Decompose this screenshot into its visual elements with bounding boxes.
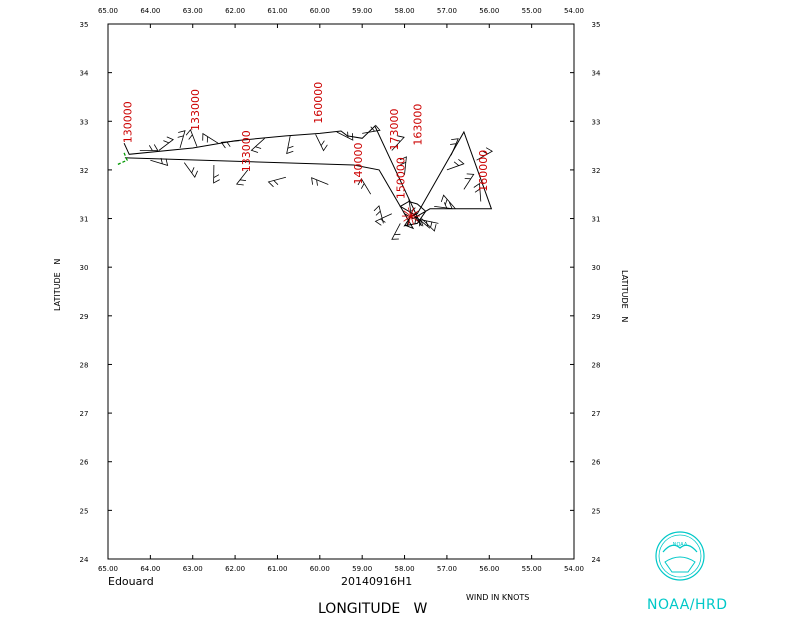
wind-barb <box>415 217 430 228</box>
lat-tick-label-right: 24 <box>592 556 601 564</box>
wind-barb <box>392 223 401 239</box>
wind-barb <box>251 138 264 152</box>
storm-name: Edouard <box>108 575 154 588</box>
lat-tick-label-right: 28 <box>592 361 601 369</box>
lat-tick-label-left: 32 <box>80 167 89 175</box>
wind-barb <box>376 214 392 226</box>
wind-barb <box>312 178 329 186</box>
wind-barb <box>450 139 458 156</box>
wind-barb <box>447 159 464 170</box>
lat-tick-label-left: 33 <box>80 118 89 126</box>
wind-barb <box>221 141 239 148</box>
lon-tick-label-top: 58.00 <box>395 7 415 15</box>
time-label: 173000 <box>388 109 401 151</box>
wind-barb <box>140 144 158 150</box>
time-label: 163000 <box>412 104 425 146</box>
wind-barb <box>203 134 218 144</box>
lon-tick-label-top: 59.00 <box>352 7 372 15</box>
lon-tick-label-bottom: 63.00 <box>183 565 203 573</box>
lat-tick-label-right: 33 <box>592 118 601 126</box>
lat-tick-label-right: 26 <box>592 459 601 467</box>
lat-tick-label-left: 31 <box>80 216 89 224</box>
time-label: 140000 <box>352 143 365 185</box>
lat-tick-label-right: 25 <box>592 507 601 515</box>
lon-tick-label-bottom: 60.00 <box>310 565 330 573</box>
track-line <box>124 126 491 228</box>
lat-tick-label-left: 30 <box>80 264 89 272</box>
y-axis-left-title: LATITUDE N <box>53 259 62 311</box>
lat-tick-label-left: 27 <box>80 410 89 418</box>
lat-tick-label-right: 35 <box>592 21 601 29</box>
lon-tick-label-bottom: 55.00 <box>522 565 542 573</box>
lon-tick-label-bottom: 62.00 <box>225 565 245 573</box>
lon-tick-label-bottom: 65.00 <box>98 565 118 573</box>
lon-tick-label-top: 65.00 <box>98 7 118 15</box>
lon-tick-label-top: 57.00 <box>437 7 457 15</box>
lat-tick-label-right: 29 <box>592 313 601 321</box>
lon-tick-label-bottom: 56.00 <box>479 565 499 573</box>
lon-tick-label-top: 61.00 <box>267 7 287 15</box>
axes: 65.00 65.00 64.00 64.00 63.00 63.00 62.00 62.00… <box>80 7 601 573</box>
time-label: 130000 <box>121 101 134 143</box>
lon-tick-label-top: 63.00 <box>183 7 203 15</box>
lon-tick-label-top: 60.00 <box>310 7 330 15</box>
lon-tick-label-top: 54.00 <box>564 7 584 15</box>
wind-barb <box>434 202 452 208</box>
lon-tick-label-bottom: 64.00 <box>140 565 160 573</box>
lon-tick-label-bottom: 59.00 <box>352 565 372 573</box>
flight-id: 20140916H1 <box>341 575 412 588</box>
noaa-logo: NOAA <box>656 532 704 580</box>
wind-barb <box>186 130 197 147</box>
lat-tick-label-right: 31 <box>592 216 601 224</box>
time-label: 133000 <box>189 89 202 131</box>
lat-tick-label-left: 35 <box>80 21 89 29</box>
wind-barbs <box>140 125 492 239</box>
lon-tick-label-top: 55.00 <box>522 7 542 15</box>
wind-barb <box>422 219 437 232</box>
lon-tick-label-bottom: 58.00 <box>395 565 415 573</box>
time-labels: 130000 133000 133000 160000 140000 173000 1630… <box>121 82 490 199</box>
time-label: 160000 <box>477 150 490 192</box>
wind-barb <box>316 134 328 150</box>
lon-tick-label-bottom: 57.00 <box>437 565 457 573</box>
org-label: NOAA/HRD <box>647 597 728 613</box>
lat-tick-label-right: 32 <box>592 167 601 175</box>
wind-barb <box>214 165 220 183</box>
noaa-logo-text: NOAA <box>673 542 688 548</box>
lon-tick-label-bottom: 54.00 <box>564 565 584 573</box>
wind-barb <box>441 195 455 209</box>
wind-barb <box>178 131 185 148</box>
flight-track <box>117 126 492 228</box>
lon-tick-label-top: 64.00 <box>140 7 160 15</box>
y-axis-right-title: LATITUDE N <box>620 270 629 322</box>
lat-tick-label-left: 25 <box>80 507 89 515</box>
wind-barb <box>269 177 286 187</box>
lat-tick-label-left: 26 <box>80 459 89 467</box>
lat-tick-label-left: 28 <box>80 361 89 369</box>
lat-tick-label-right: 30 <box>592 264 601 272</box>
lat-tick-label-left: 24 <box>80 556 89 564</box>
time-label: 150000 <box>395 157 408 199</box>
wind-barb <box>159 137 173 151</box>
lat-tick-label-left: 34 <box>80 70 89 78</box>
lat-tick-label-right: 34 <box>592 70 601 78</box>
time-label: 160000 <box>312 82 325 124</box>
lat-tick-label-right: 27 <box>592 410 601 418</box>
lon-tick-label-top: 62.00 <box>225 7 245 15</box>
plot-frame <box>108 24 574 559</box>
x-axis-title: LONGITUDE W <box>318 601 428 617</box>
lat-tick-label-left: 29 <box>80 313 89 321</box>
time-label: 133000 <box>240 130 253 172</box>
wind-units-label: WIND IN KNOTS <box>466 593 529 602</box>
track-start-segment <box>117 153 128 165</box>
wind-barb <box>464 174 474 190</box>
lon-tick-label-top: 56.00 <box>479 7 499 15</box>
wind-barb <box>184 163 197 178</box>
lon-tick-label-bottom: 61.00 <box>267 565 287 573</box>
wind-barb <box>287 136 294 154</box>
wind-barb <box>374 206 383 224</box>
